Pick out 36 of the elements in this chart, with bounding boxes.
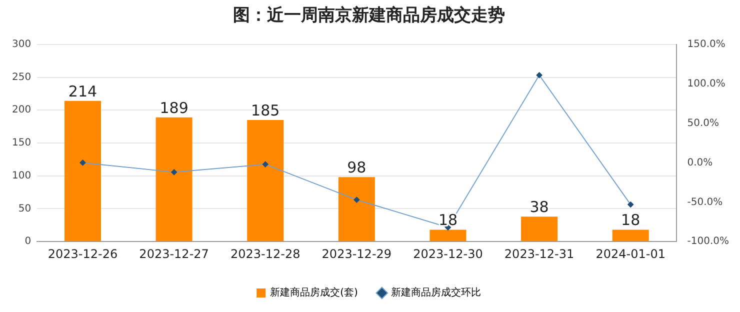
legend-label: 新建商品房成交(套)	[270, 286, 358, 299]
bar	[64, 100, 102, 242]
data-label: 18	[621, 211, 640, 230]
data-label: 189	[160, 98, 188, 117]
x-tick-label: 2023-12-27	[139, 246, 209, 261]
y-tick-label: 0	[24, 236, 32, 248]
bar	[612, 230, 649, 242]
data-label: 98	[347, 158, 366, 177]
data-label: 214	[68, 82, 98, 100]
x-tick-label: 2023-12-29	[322, 246, 392, 261]
bar	[247, 120, 284, 242]
x-tick-label: 2024-01-01	[596, 246, 666, 261]
y2-tick-label: -50.0%	[687, 196, 723, 208]
y2-tick-label: 50.0%	[687, 118, 720, 129]
x-tick-label: 2023-12-28	[230, 246, 300, 261]
x-tick-label: 2023-12-26	[48, 246, 118, 261]
y-tick-label: 150	[12, 138, 32, 149]
data-label: 38	[530, 198, 549, 216]
y-tick-label: 100	[12, 170, 32, 182]
y-tick-label: 300	[12, 38, 32, 50]
bar	[430, 230, 466, 242]
y-tick-label: 250	[12, 72, 32, 83]
x-tick-label: 2023-12-30	[413, 246, 483, 261]
y2-tick-label: -100.0%	[687, 236, 730, 248]
bar	[521, 216, 558, 242]
bar	[338, 177, 375, 242]
chart-title: 图：近一周南京新建商品房成交走势	[233, 6, 505, 26]
data-label: 185	[251, 101, 280, 120]
legend-label: 新建商品房成交环比	[390, 286, 481, 299]
y2-tick-label: 100.0%	[687, 78, 726, 90]
bar	[156, 117, 192, 242]
y-tick-label: 200	[12, 104, 32, 116]
y2-tick-label: 150.0%	[687, 38, 726, 50]
y2-tick-label: 0.0%	[687, 157, 713, 168]
y-tick-label: 50	[18, 203, 32, 214]
x-tick-label: 2023-12-31	[504, 246, 574, 261]
